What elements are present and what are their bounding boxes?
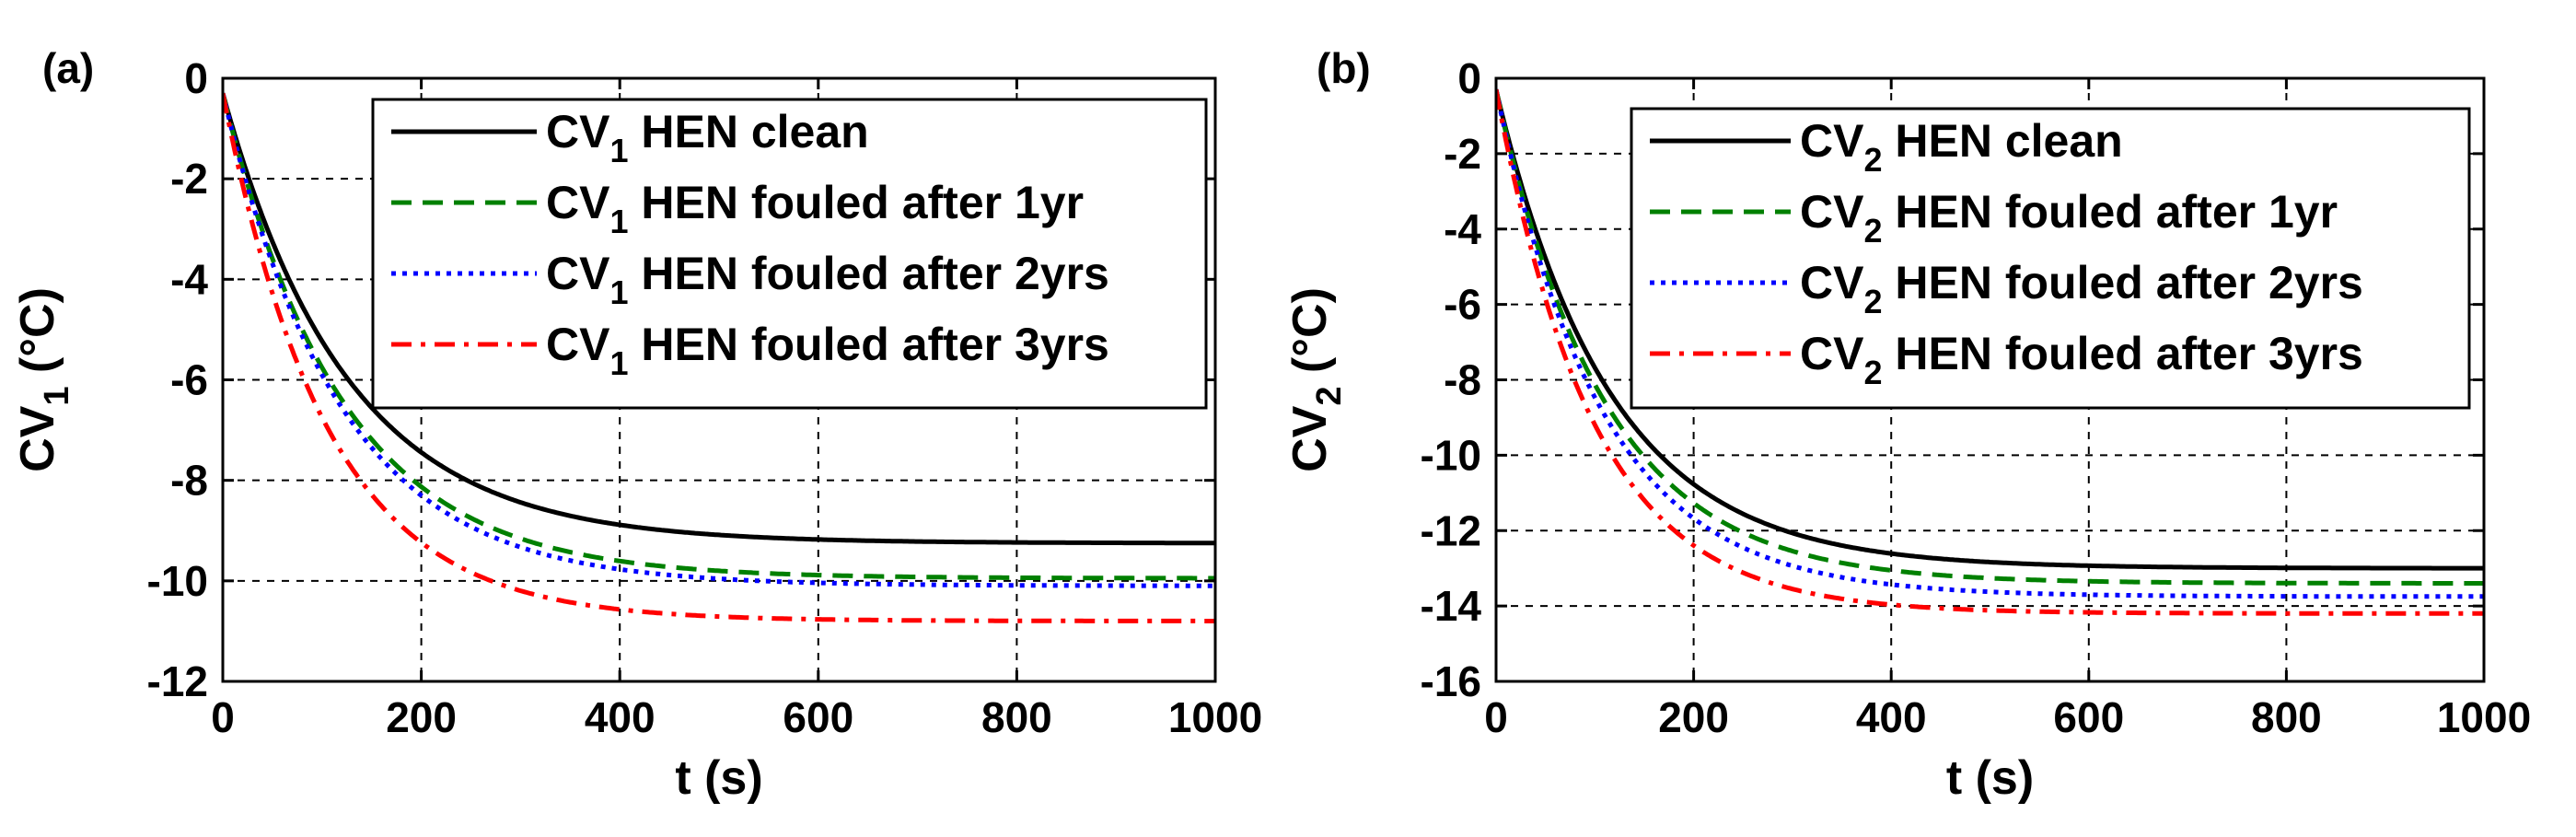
panel-a: 0 200 400 600 800 1000 0 -2 -4 -6 -8 -10 -12 t (s) CV1…	[11, 44, 1262, 805]
y-tick-label: -2	[1444, 130, 1481, 178]
legend-label-fouled-1yr: CV1 HEN fouled after 1yr	[546, 177, 1084, 240]
y-tick-label: -12	[147, 657, 208, 705]
series-fouled-3yrs	[1496, 88, 2484, 616]
x-tick-label: 1000	[1168, 693, 1262, 741]
x-tick-label: 800	[981, 693, 1052, 741]
y-tick-label: -8	[170, 457, 208, 505]
x-tick-label: 200	[1658, 693, 1729, 741]
x-tick-label: 800	[2251, 693, 2322, 741]
legend: CV2 HEN clean CV2 HEN fouled after 1yr CV2…	[1630, 107, 2471, 410]
x-tick-label: 0	[211, 693, 235, 741]
series-clean	[1496, 88, 2484, 571]
x-tick-label: 400	[585, 693, 656, 741]
y-tick-label: -6	[170, 356, 208, 404]
x-tick-label: 600	[2053, 693, 2124, 741]
y-tick-label: -14	[1421, 582, 1482, 630]
panel-label: (b)	[1317, 44, 1371, 92]
y-tick-label: -4	[1444, 205, 1481, 253]
panel-label: (a)	[42, 44, 94, 92]
y-tick-label: -6	[1444, 281, 1481, 329]
x-tick-label: 600	[783, 693, 853, 741]
y-axis-label: CV2 (°C)	[1283, 287, 1349, 472]
x-tick-label: 200	[386, 693, 457, 741]
legend: CV1 HEN clean CV1 HEN fouled after 1yr CV1…	[371, 98, 1208, 410]
legend-label-fouled-2yrs: CV1 HEN fouled after 2yrs	[546, 248, 1109, 311]
y-tick-label: -8	[1444, 356, 1481, 404]
y-tick-label: -10	[147, 557, 208, 605]
y-tick-label: -10	[1421, 431, 1481, 479]
x-axis-label: t (s)	[1946, 751, 2034, 805]
series-fouled-1yr	[223, 92, 1215, 581]
legend-label-clean: CV1 HEN clean	[546, 106, 869, 169]
y-tick-label: -2	[170, 155, 208, 203]
y-axis-label: CV1 (°C)	[11, 287, 76, 472]
series-fouled-3yrs	[223, 92, 1215, 623]
y-tick-label: -12	[1421, 506, 1481, 554]
panel-b: 0 200 400 600 800 1000 0 -2 -4 -6 -8 -10 -12 -14 -16 t …	[1283, 44, 2531, 805]
x-tick-label: 1000	[2437, 693, 2531, 741]
x-tick-label: 0	[1484, 693, 1508, 741]
y-tick-label: -4	[170, 255, 208, 303]
legend-box	[1630, 107, 2471, 410]
x-axis-label: t (s)	[675, 751, 762, 805]
legend-label-fouled-2yrs: CV2 HEN fouled after 2yrs	[1800, 257, 2363, 320]
y-tick-label: 0	[184, 54, 208, 102]
series-fouled-1yr	[1496, 88, 2484, 586]
legend-box	[371, 98, 1208, 410]
series-clean	[223, 92, 1215, 546]
legend-label-fouled-1yr: CV2 HEN fouled after 1yr	[1800, 186, 2338, 250]
y-tick-label: -16	[1421, 657, 1481, 705]
legend-label-fouled-3yrs: CV1 HEN fouled after 3yrs	[546, 319, 1109, 382]
x-tick-label: 400	[1856, 693, 1927, 741]
series-fouled-2yrs	[223, 92, 1215, 588]
legend-label-fouled-3yrs: CV2 HEN fouled after 3yrs	[1800, 328, 2363, 391]
legend-label-clean: CV2 HEN clean	[1800, 115, 2123, 179]
y-tick-label: 0	[1457, 54, 1481, 102]
